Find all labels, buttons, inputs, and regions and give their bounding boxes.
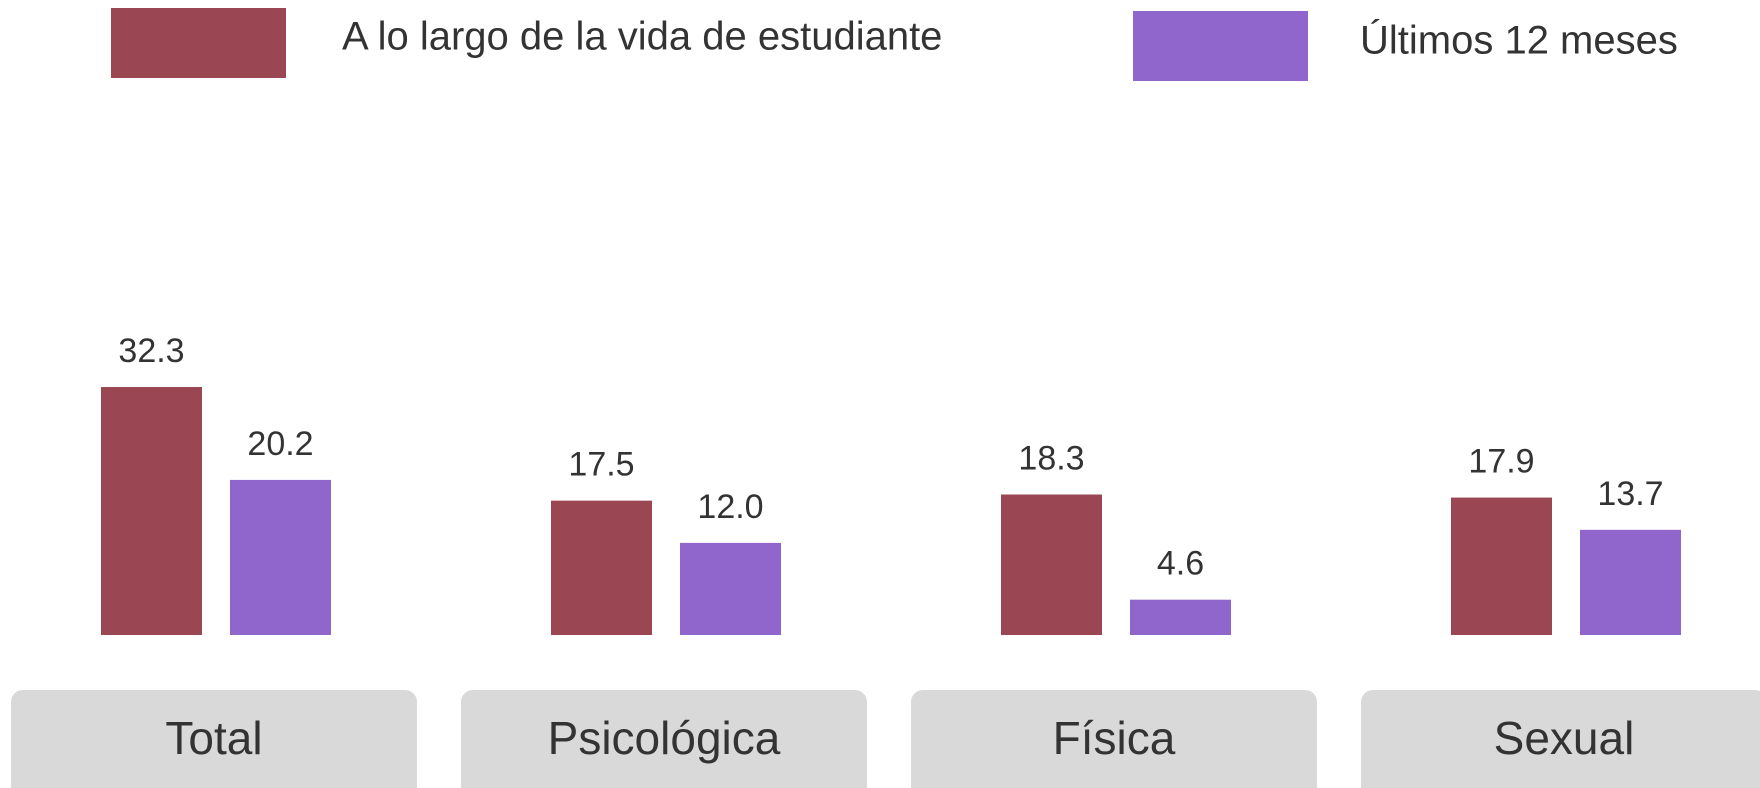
bar bbox=[1130, 599, 1231, 635]
x-tick-label: Sexual bbox=[1494, 712, 1635, 764]
bar bbox=[1001, 494, 1102, 635]
category-box bbox=[1361, 690, 1760, 788]
legend-label: A lo largo de la vida de estudiante bbox=[342, 15, 942, 59]
bar bbox=[680, 542, 781, 635]
bar bbox=[101, 387, 202, 635]
legend-label: Últimos 12 meses bbox=[1360, 18, 1678, 63]
x-tick-label: Total bbox=[165, 712, 262, 764]
bar bbox=[1580, 529, 1681, 635]
data-label: 18.3 bbox=[1018, 439, 1084, 477]
bar bbox=[551, 500, 652, 635]
data-label: 20.2 bbox=[247, 425, 313, 463]
data-label: 32.3 bbox=[118, 332, 184, 370]
legend-swatch bbox=[1133, 11, 1308, 81]
x-tick-label: Física bbox=[1053, 712, 1176, 764]
category-box bbox=[11, 690, 417, 788]
x-tick-label: Psicológica bbox=[548, 712, 781, 764]
bar bbox=[230, 479, 331, 635]
data-label: 13.7 bbox=[1597, 475, 1663, 513]
data-label: 4.6 bbox=[1157, 545, 1204, 583]
category-box bbox=[911, 690, 1317, 788]
data-label: 17.9 bbox=[1468, 443, 1534, 481]
bar bbox=[1451, 497, 1552, 635]
category-box bbox=[461, 690, 867, 788]
legend-swatch bbox=[111, 8, 286, 78]
data-label: 12.0 bbox=[697, 488, 763, 526]
data-label: 17.5 bbox=[568, 446, 634, 484]
